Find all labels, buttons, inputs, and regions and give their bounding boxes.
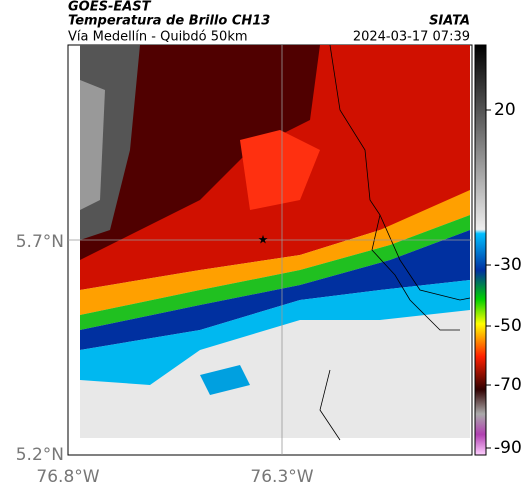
colorbar-ticks: 20 -30 -50 -70 -90 bbox=[486, 100, 522, 458]
colorbar-tick-label: -70 bbox=[494, 375, 522, 395]
lon-label: 76.8°W bbox=[36, 467, 99, 487]
colorbar-tick-label: -30 bbox=[494, 255, 522, 275]
colorbar-tick-label: -50 bbox=[494, 316, 522, 336]
title: Temperatura de Brillo CH13 bbox=[68, 14, 270, 29]
satellite-image bbox=[80, 45, 470, 438]
lat-label: 5.7°N bbox=[16, 232, 64, 252]
location-marker: ★ bbox=[258, 233, 269, 247]
colorbar-tick-label: 20 bbox=[494, 100, 516, 120]
subtitle: Vía Medellín - Quibdó 50km bbox=[68, 30, 248, 45]
boundary-lines bbox=[319, 44, 471, 441]
lon-label: 76.3°W bbox=[250, 467, 313, 487]
colorbar-tick-label: -90 bbox=[494, 438, 522, 458]
timestamp: 2024-03-17 07:39 bbox=[353, 30, 470, 45]
colorbar bbox=[474, 44, 487, 456]
source: GOES-EAST bbox=[68, 0, 152, 15]
lat-label: 5.2°N bbox=[16, 445, 64, 465]
org: SIATA bbox=[429, 14, 470, 29]
